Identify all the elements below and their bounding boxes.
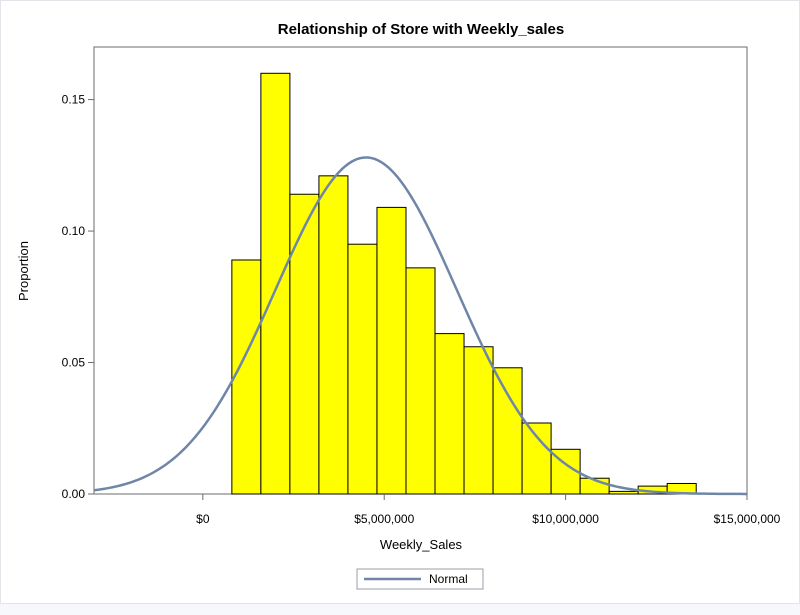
y-axis: 0.00 0.05 0.10 0.15 [62, 93, 94, 501]
legend-normal-label: Normal [429, 572, 468, 586]
x-axis: $0 $5,000,000 $10,000,000 $15,000,000 [196, 494, 781, 526]
histogram-bar-1 [231, 259, 262, 495]
y-tick-label: 0.15 [62, 93, 86, 107]
y-axis-label: Proportion [16, 241, 31, 301]
histogram-bar-4 [318, 175, 349, 495]
histogram-bar-6 [376, 206, 407, 495]
x-tick-label: $15,000,000 [714, 512, 781, 526]
histogram-bar-7 [405, 267, 436, 495]
histogram-bar-8 [434, 333, 465, 495]
histogram-bar-10 [492, 367, 523, 495]
histogram-bar-14 [608, 490, 639, 495]
histogram-bar-3 [289, 193, 320, 495]
histogram-bar-9 [463, 346, 494, 495]
y-tick-label: 0.05 [62, 356, 86, 370]
normal-curve-line [93, 156, 748, 496]
histogram-bars [231, 72, 697, 495]
histogram-bar-5 [347, 243, 378, 495]
y-tick-label: 0.00 [62, 487, 86, 501]
x-tick-label: $10,000,000 [532, 512, 599, 526]
x-tick-label: $0 [196, 512, 210, 526]
histogram-bar-2 [260, 72, 291, 495]
x-tick-label: $5,000,000 [354, 512, 414, 526]
legend: Normal [356, 568, 484, 590]
y-tick-label: 0.10 [62, 224, 86, 238]
histogram-bar-11 [521, 422, 552, 495]
x-axis-label: Weekly_Sales [380, 537, 463, 552]
chart-title: Relationship of Store with Weekly_sales [278, 21, 564, 38]
